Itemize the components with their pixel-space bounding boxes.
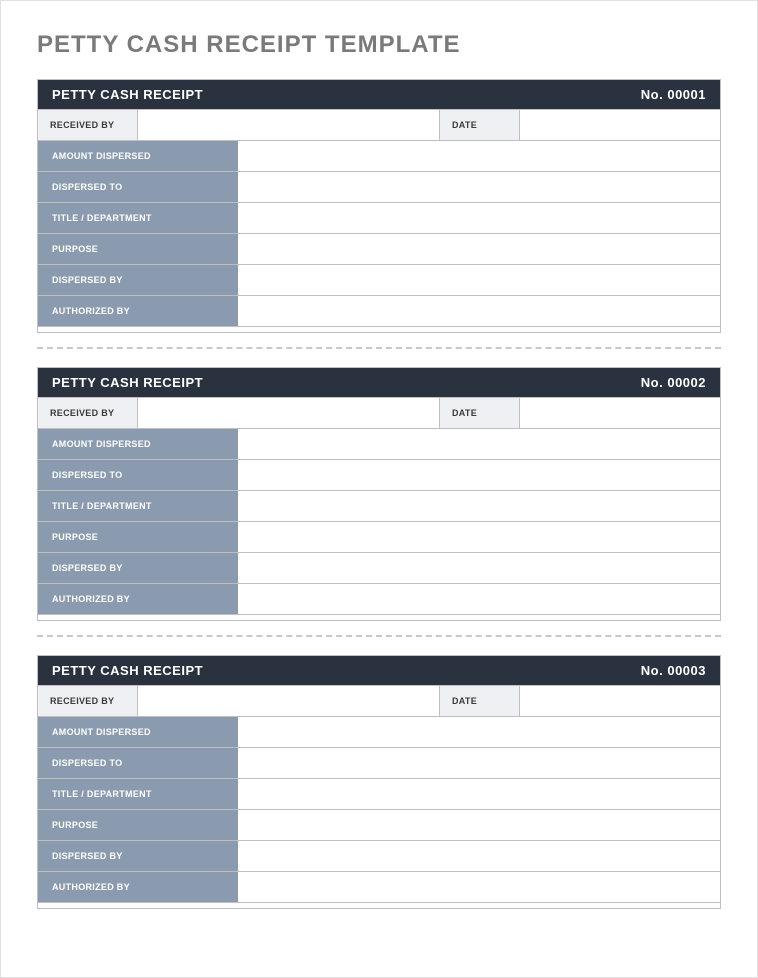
purpose-value[interactable] bbox=[238, 810, 720, 840]
purpose-label: PURPOSE bbox=[38, 810, 238, 840]
amount-dispersed-label: AMOUNT DISPERSED bbox=[38, 717, 238, 747]
receipt-top-row: RECEIVED BY DATE bbox=[38, 685, 720, 716]
amount-dispersed-value[interactable] bbox=[238, 141, 720, 171]
authorized-by-value[interactable] bbox=[238, 584, 720, 614]
amount-dispersed-label: AMOUNT DISPERSED bbox=[38, 429, 238, 459]
receipt-bottom-spacer bbox=[38, 326, 720, 332]
purpose-value[interactable] bbox=[238, 522, 720, 552]
received-by-label: RECEIVED BY bbox=[38, 110, 138, 140]
received-by-value[interactable] bbox=[138, 398, 440, 428]
receipt-header-title: PETTY CASH RECEIPT bbox=[52, 87, 203, 102]
dispersed-by-value[interactable] bbox=[238, 553, 720, 583]
authorized-by-label: AUTHORIZED BY bbox=[38, 872, 238, 902]
authorized-by-value[interactable] bbox=[238, 296, 720, 326]
title-department-label: TITLE / DEPARTMENT bbox=[38, 491, 238, 521]
receipt-header-title: PETTY CASH RECEIPT bbox=[52, 663, 203, 678]
dispersed-by-value[interactable] bbox=[238, 841, 720, 871]
title-department-value[interactable] bbox=[238, 203, 720, 233]
authorized-by-value[interactable] bbox=[238, 872, 720, 902]
dispersed-to-label: DISPERSED TO bbox=[38, 172, 238, 202]
dispersed-by-label: DISPERSED BY bbox=[38, 553, 238, 583]
receipt-separator bbox=[37, 347, 721, 349]
page-title: PETTY CASH RECEIPT TEMPLATE bbox=[37, 31, 721, 59]
title-department-value[interactable] bbox=[238, 491, 720, 521]
purpose-value[interactable] bbox=[238, 234, 720, 264]
receipt-bottom-spacer bbox=[38, 902, 720, 908]
receipt-separator bbox=[37, 635, 721, 637]
amount-dispersed-value[interactable] bbox=[238, 717, 720, 747]
authorized-by-label: AUTHORIZED BY bbox=[38, 296, 238, 326]
receipt-header: PETTY CASH RECEIPT No. 00001 bbox=[38, 80, 720, 109]
authorized-by-label: AUTHORIZED BY bbox=[38, 584, 238, 614]
receipt-header: PETTY CASH RECEIPT No. 00002 bbox=[38, 368, 720, 397]
dispersed-to-label: DISPERSED TO bbox=[38, 460, 238, 490]
dispersed-to-label: DISPERSED TO bbox=[38, 748, 238, 778]
receipt-top-row: RECEIVED BY DATE bbox=[38, 397, 720, 428]
dispersed-to-value[interactable] bbox=[238, 172, 720, 202]
received-by-label: RECEIVED BY bbox=[38, 398, 138, 428]
date-label: DATE bbox=[440, 398, 520, 428]
receipt-block: PETTY CASH RECEIPT No. 00003 RECEIVED BY… bbox=[37, 655, 721, 909]
title-department-label: TITLE / DEPARTMENT bbox=[38, 203, 238, 233]
page-container: PETTY CASH RECEIPT TEMPLATE PETTY CASH R… bbox=[0, 0, 758, 978]
dispersed-by-label: DISPERSED BY bbox=[38, 841, 238, 871]
title-department-value[interactable] bbox=[238, 779, 720, 809]
date-label: DATE bbox=[440, 686, 520, 716]
date-value[interactable] bbox=[520, 110, 720, 140]
dispersed-to-value[interactable] bbox=[238, 748, 720, 778]
dispersed-to-value[interactable] bbox=[238, 460, 720, 490]
title-department-label: TITLE / DEPARTMENT bbox=[38, 779, 238, 809]
amount-dispersed-label: AMOUNT DISPERSED bbox=[38, 141, 238, 171]
date-value[interactable] bbox=[520, 398, 720, 428]
purpose-label: PURPOSE bbox=[38, 522, 238, 552]
date-label: DATE bbox=[440, 110, 520, 140]
received-by-value[interactable] bbox=[138, 110, 440, 140]
receipt-top-row: RECEIVED BY DATE bbox=[38, 109, 720, 140]
date-value[interactable] bbox=[520, 686, 720, 716]
receipt-block: PETTY CASH RECEIPT No. 00001 RECEIVED BY… bbox=[37, 79, 721, 333]
purpose-label: PURPOSE bbox=[38, 234, 238, 264]
receipt-header: PETTY CASH RECEIPT No. 00003 bbox=[38, 656, 720, 685]
dispersed-by-label: DISPERSED BY bbox=[38, 265, 238, 295]
receipt-header-title: PETTY CASH RECEIPT bbox=[52, 375, 203, 390]
receipt-number: No. 00003 bbox=[641, 663, 706, 678]
amount-dispersed-value[interactable] bbox=[238, 429, 720, 459]
received-by-label: RECEIVED BY bbox=[38, 686, 138, 716]
receipt-block: PETTY CASH RECEIPT No. 00002 RECEIVED BY… bbox=[37, 367, 721, 621]
receipt-number: No. 00002 bbox=[641, 375, 706, 390]
receipt-bottom-spacer bbox=[38, 614, 720, 620]
dispersed-by-value[interactable] bbox=[238, 265, 720, 295]
receipt-number: No. 00001 bbox=[641, 87, 706, 102]
received-by-value[interactable] bbox=[138, 686, 440, 716]
